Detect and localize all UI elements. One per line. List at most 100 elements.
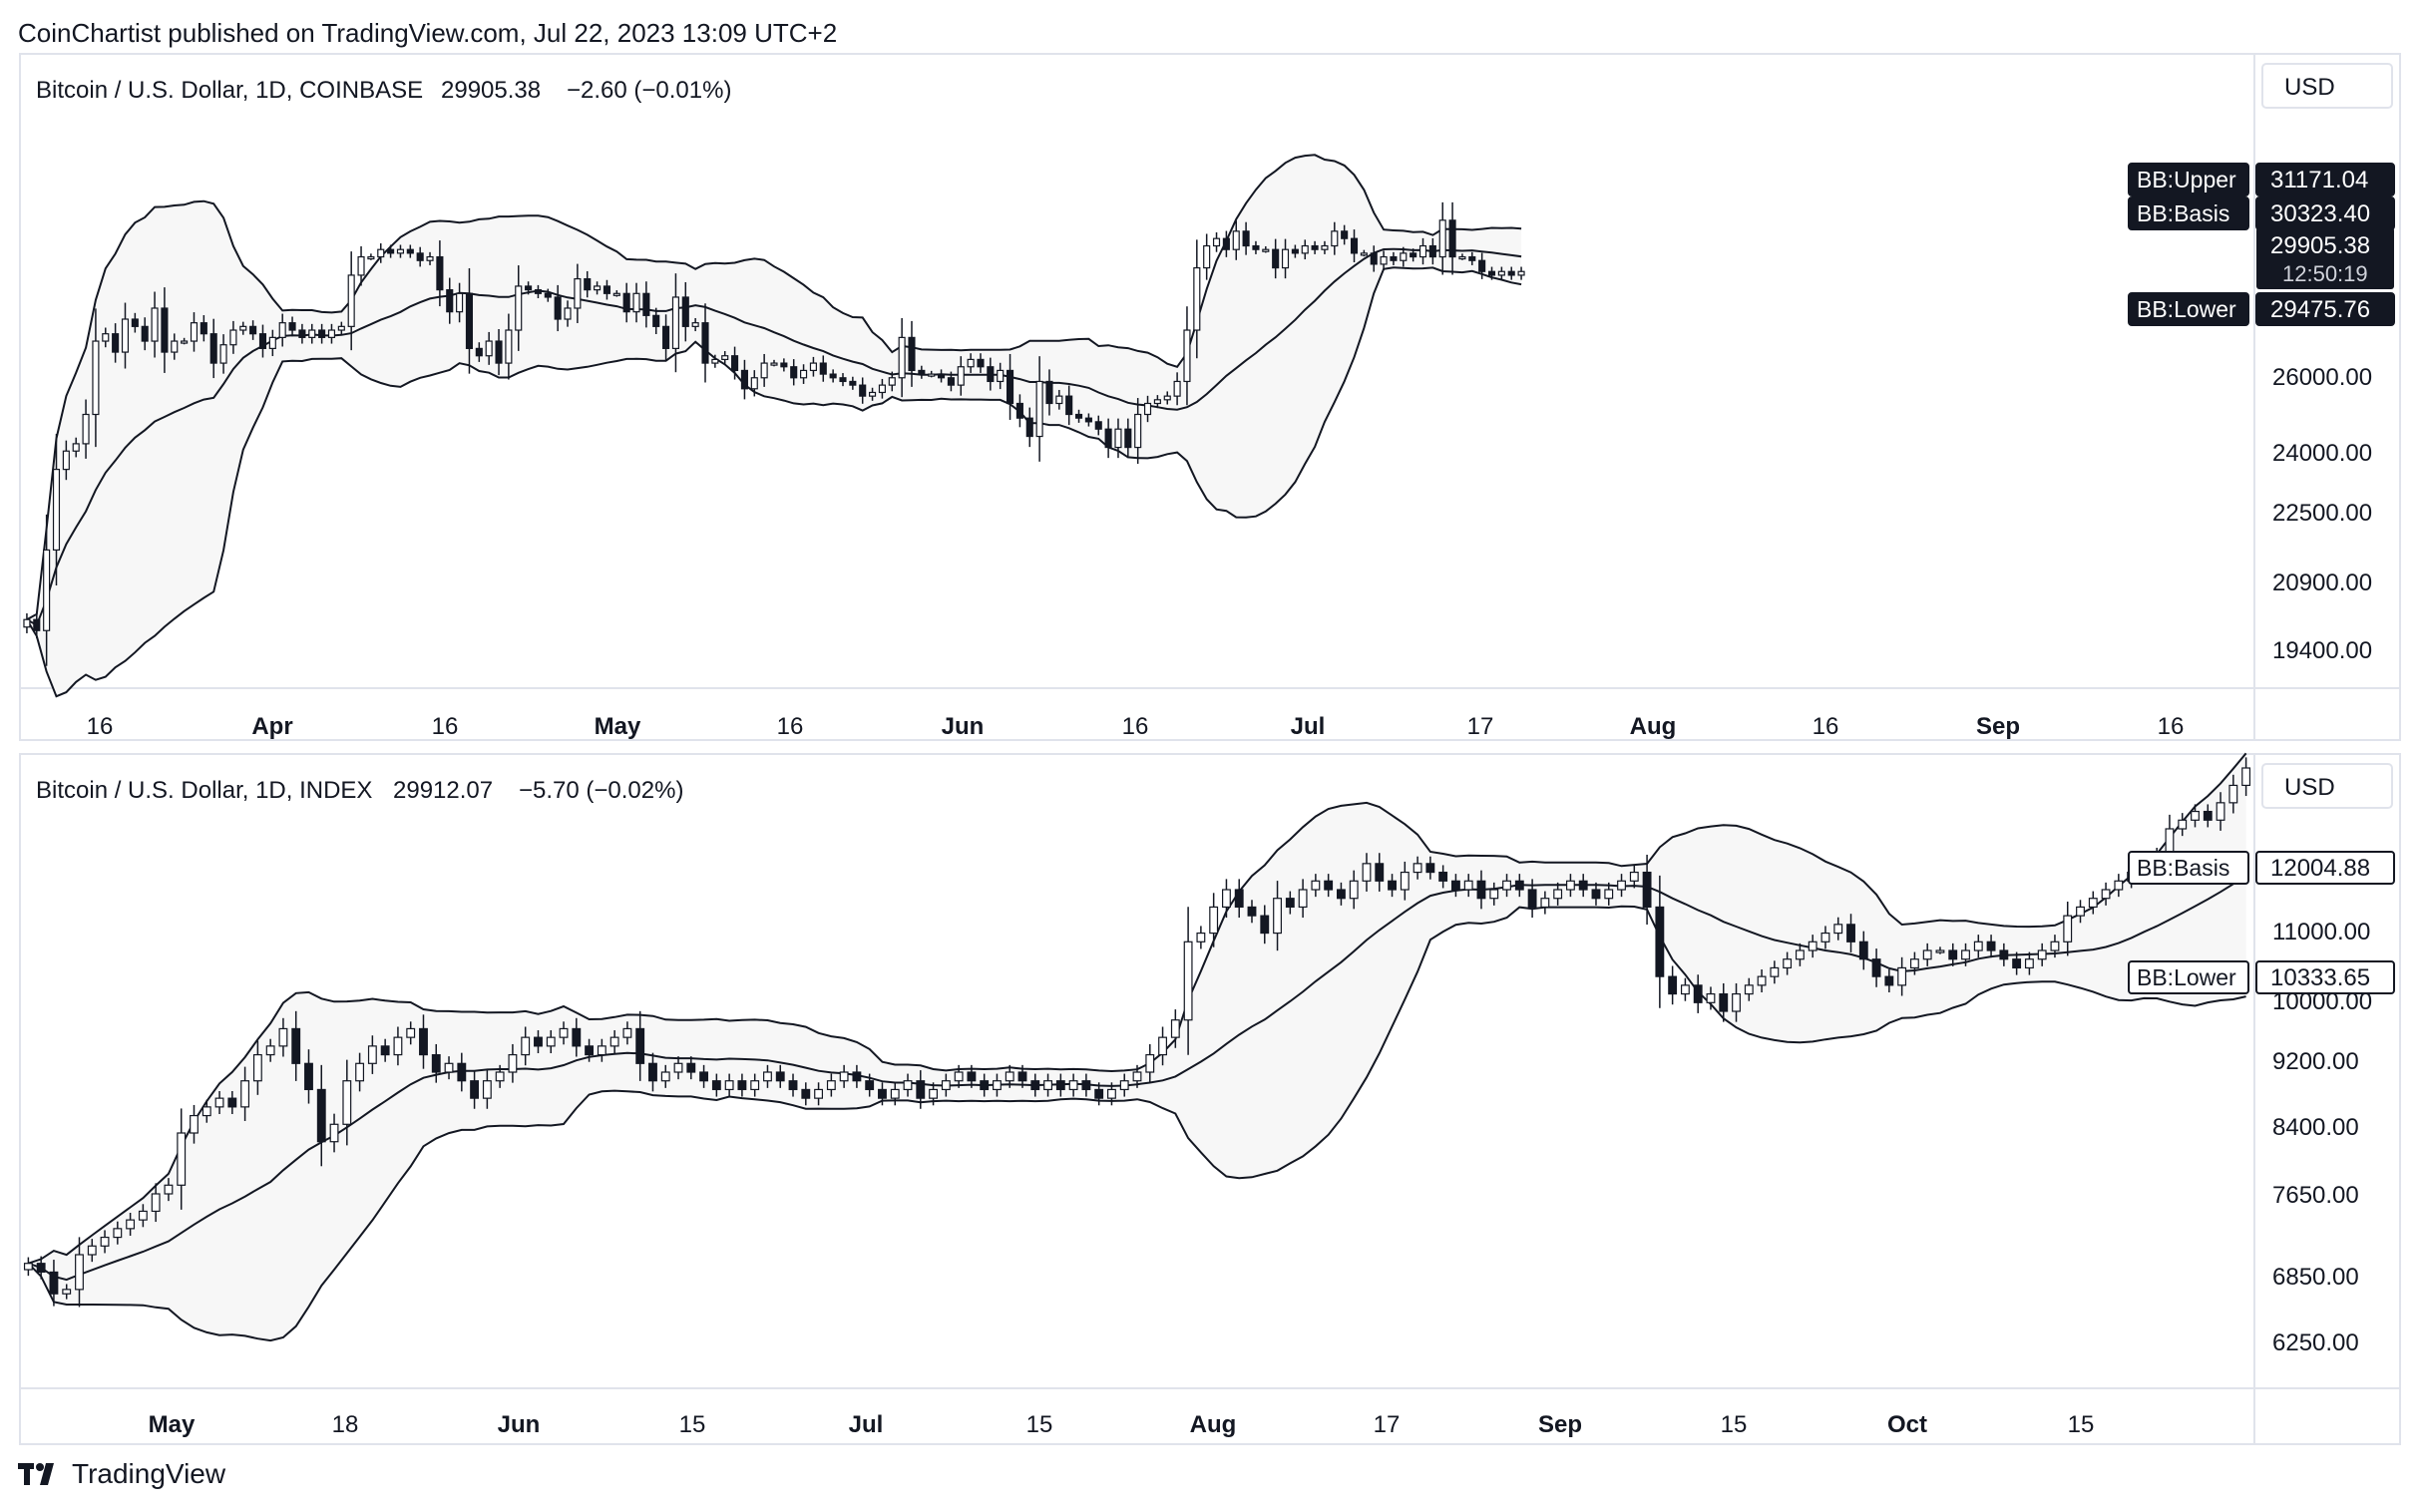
candle-body	[1350, 237, 1359, 254]
candle-body	[126, 1219, 136, 1230]
candle-body	[102, 333, 110, 342]
candle-body	[495, 1071, 505, 1082]
candle-body	[903, 1080, 913, 1091]
candle-body	[1006, 369, 1014, 405]
candle-body	[1068, 1080, 1078, 1091]
candle-body	[1143, 402, 1152, 416]
candle-body	[597, 1045, 606, 1056]
candle-body	[2178, 819, 2188, 830]
candle-body	[686, 1062, 696, 1073]
candle-body	[1757, 975, 1767, 986]
candle-body	[416, 252, 424, 261]
candle-body	[839, 1071, 849, 1082]
candle-body	[318, 329, 326, 338]
candle-body	[2050, 941, 2060, 951]
candle-body	[1183, 941, 1193, 1021]
candle-body	[2024, 958, 2034, 969]
candle-body	[724, 1080, 734, 1091]
candle-body	[980, 1080, 990, 1091]
candle-body	[1909, 958, 1919, 969]
candle-body	[1884, 975, 1894, 986]
x-axis-tick-label: May	[595, 713, 641, 740]
candle-body	[1081, 1080, 1091, 1091]
y-axis-tick-label: 24000.00	[2272, 440, 2372, 467]
candle-body	[470, 1080, 480, 1099]
indicator-value: 10333.65	[2270, 964, 2370, 991]
candle-body	[1507, 270, 1515, 276]
candle-body	[1104, 428, 1112, 449]
candle-body	[1553, 889, 1563, 900]
candle-body	[1045, 380, 1053, 405]
candle-body	[699, 1071, 709, 1082]
indicator-value-tag	[2255, 851, 2395, 885]
candle-body	[760, 362, 768, 379]
candle-body	[800, 369, 808, 379]
candle-body	[357, 255, 365, 276]
candle-body	[2216, 802, 2225, 821]
candle-body	[603, 285, 611, 294]
pane1-currency-button[interactable]	[2261, 63, 2393, 109]
candle-body	[1134, 413, 1142, 449]
candle-body	[1035, 380, 1043, 438]
candle-body	[1234, 889, 1244, 909]
candle-body	[200, 322, 207, 335]
candle-body	[780, 362, 788, 368]
candle-body	[475, 347, 483, 357]
pane2-currency-button[interactable]	[2261, 763, 2393, 809]
candle-body	[1540, 898, 1550, 909]
tradingview-brand: TradingView	[72, 1458, 226, 1489]
candle-body	[82, 413, 90, 445]
candle-body	[1961, 949, 1970, 960]
candle-body	[1163, 395, 1171, 401]
candle-body	[219, 344, 227, 364]
candle-body	[1107, 1088, 1116, 1099]
candle-body	[1362, 863, 1372, 882]
candle-body	[740, 369, 748, 390]
candle-body	[446, 289, 454, 313]
candle-body	[495, 340, 503, 364]
candle-body	[1170, 1019, 1180, 1038]
candle-body	[1311, 244, 1319, 250]
indicator-value-tag	[2255, 960, 2395, 994]
candle-body	[2101, 889, 2111, 900]
candle-body	[671, 296, 679, 349]
candle-body	[1055, 1080, 1065, 1091]
candle-body	[1999, 949, 2009, 960]
bar-countdown: 12:50:19	[2282, 261, 2368, 286]
candle-body	[937, 373, 946, 379]
candle-body	[329, 1123, 339, 1143]
last-price-value: 29905.38	[2270, 232, 2370, 259]
candle-body	[1400, 252, 1408, 261]
candle-body	[711, 1080, 721, 1091]
candle-body	[181, 340, 189, 344]
candle-body	[265, 1045, 275, 1056]
candle-body	[898, 336, 906, 379]
candle-body	[1497, 270, 1505, 276]
candle-body	[2114, 880, 2124, 891]
y-axis-tick-label: 11000.00	[2272, 919, 2370, 945]
candle-body	[673, 1062, 683, 1073]
candle-body	[987, 366, 995, 383]
candle-body	[1025, 417, 1033, 438]
y-axis-tick-label: 20900.00	[2272, 569, 2372, 596]
candle-body	[1468, 255, 1476, 261]
candle-body	[869, 391, 877, 397]
candle-body	[1043, 1080, 1052, 1091]
candle-body	[367, 1045, 377, 1064]
candle-body	[564, 307, 572, 320]
candle-body	[151, 307, 159, 342]
indicator-name: BB:Upper	[2137, 167, 2236, 192]
candle-body	[1119, 1080, 1129, 1091]
candle-body	[508, 1053, 518, 1073]
candle-body	[436, 255, 444, 291]
candle-body	[72, 443, 80, 452]
candle-body	[1808, 941, 1817, 951]
candle-body	[75, 1254, 84, 1291]
candle-body	[1591, 889, 1601, 900]
candle-body	[1055, 395, 1063, 405]
candle-body	[750, 377, 758, 390]
candle-body	[1212, 237, 1221, 247]
candle-body	[43, 549, 51, 631]
candle-body	[1948, 949, 1958, 960]
